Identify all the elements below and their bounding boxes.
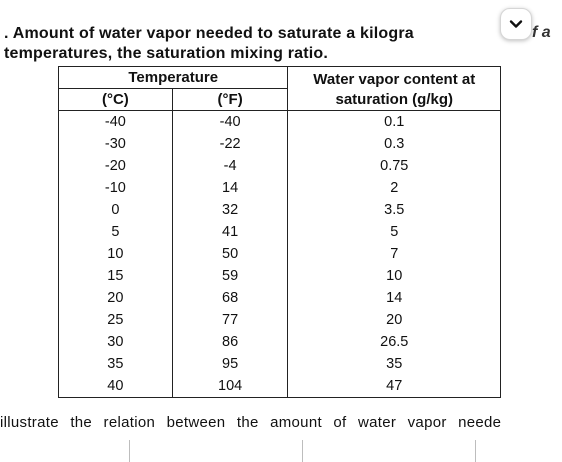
fahrenheit-cell: 77 [171, 309, 289, 331]
water-header-line-1: Water vapor content at [313, 70, 476, 88]
fahrenheit-cell: 86 [171, 331, 289, 353]
table-row: 10 50 7 [58, 243, 501, 265]
fahrenheit-cell: 14 [171, 177, 289, 199]
table-row: -40 -40 0.1 [58, 110, 501, 133]
celsius-cell: -20 [58, 155, 173, 177]
table-row: 5 41 5 [58, 221, 501, 243]
celsius-cell: -10 [58, 177, 173, 199]
water-vapor-header: Water vapor content at saturation (g/kg) [287, 66, 501, 111]
caption-line-1: . Amount of water vapor needed to satura… [4, 25, 414, 42]
saturation-table: Temperature Water vapor content at satur… [57, 66, 501, 398]
fahrenheit-cell: -4 [171, 155, 289, 177]
fahrenheit-cell: 50 [171, 243, 289, 265]
water-vapor-cell: 26.5 [287, 331, 501, 353]
water-vapor-cell: 47 [287, 375, 501, 398]
fahrenheit-cell: -40 [171, 110, 289, 133]
celsius-cell: 20 [58, 287, 173, 309]
celsius-cell: 25 [58, 309, 173, 331]
fahrenheit-cell: 68 [171, 287, 289, 309]
column-divider [302, 440, 303, 462]
table-row: 40 104 47 [58, 375, 501, 398]
celsius-cell: -40 [58, 110, 173, 133]
table-row: 20 68 14 [58, 287, 501, 309]
celsius-cell: 30 [58, 331, 173, 353]
temperature-header: Temperature [57, 66, 289, 89]
fahrenheit-cell: -22 [171, 133, 289, 155]
water-vapor-cell: 20 [287, 309, 501, 331]
water-vapor-cell: 7 [287, 243, 501, 265]
celsius-cell: 0 [58, 199, 173, 221]
water-vapor-cell: 35 [287, 353, 501, 375]
celsius-cell: 10 [58, 243, 173, 265]
column-divider [475, 440, 476, 462]
answer-table-edge [0, 440, 562, 462]
water-vapor-cell: 14 [287, 287, 501, 309]
table-row: -20 -4 0.75 [58, 155, 501, 177]
water-vapor-cell: 5 [287, 221, 501, 243]
expand-button[interactable] [500, 8, 532, 40]
water-vapor-cell: 0.1 [287, 110, 501, 133]
caption-cut-text: f a [532, 24, 551, 41]
table-row: -30 -22 0.3 [58, 133, 501, 155]
celsius-cell: 5 [58, 221, 173, 243]
celsius-cell: 15 [58, 265, 173, 287]
table-caption: . Amount of water vapor needed to satura… [4, 24, 562, 64]
celsius-header: (°C) [58, 88, 173, 111]
celsius-cell: -30 [58, 133, 173, 155]
water-vapor-cell: 0.75 [287, 155, 501, 177]
water-vapor-cell: 2 [287, 177, 501, 199]
celsius-cell: 35 [58, 353, 173, 375]
water-vapor-cell: 0.3 [287, 133, 501, 155]
table-row: 35 95 35 [58, 353, 501, 375]
water-vapor-cell: 3.5 [287, 199, 501, 221]
table-row: 25 77 20 [58, 309, 501, 331]
water-header-line-2: saturation (g/kg) [335, 90, 453, 108]
fahrenheit-header: (°F) [171, 88, 288, 111]
column-divider [129, 440, 130, 462]
question-text: illustrate the relation between the amou… [0, 414, 502, 431]
fahrenheit-cell: 104 [171, 375, 289, 398]
fahrenheit-cell: 32 [171, 199, 289, 221]
chevron-down-icon [509, 20, 523, 28]
table-row: -10 14 2 [58, 177, 501, 199]
table-row: 0 32 3.5 [58, 199, 501, 221]
table-row: 30 86 26.5 [58, 331, 501, 353]
water-vapor-cell: 10 [287, 265, 501, 287]
fahrenheit-cell: 95 [171, 353, 289, 375]
celsius-cell: 40 [58, 375, 173, 398]
table-row: 15 59 10 [58, 265, 501, 287]
fahrenheit-cell: 41 [171, 221, 289, 243]
fahrenheit-cell: 59 [171, 265, 289, 287]
caption-line-2: temperatures, the saturation mixing rati… [4, 45, 329, 62]
